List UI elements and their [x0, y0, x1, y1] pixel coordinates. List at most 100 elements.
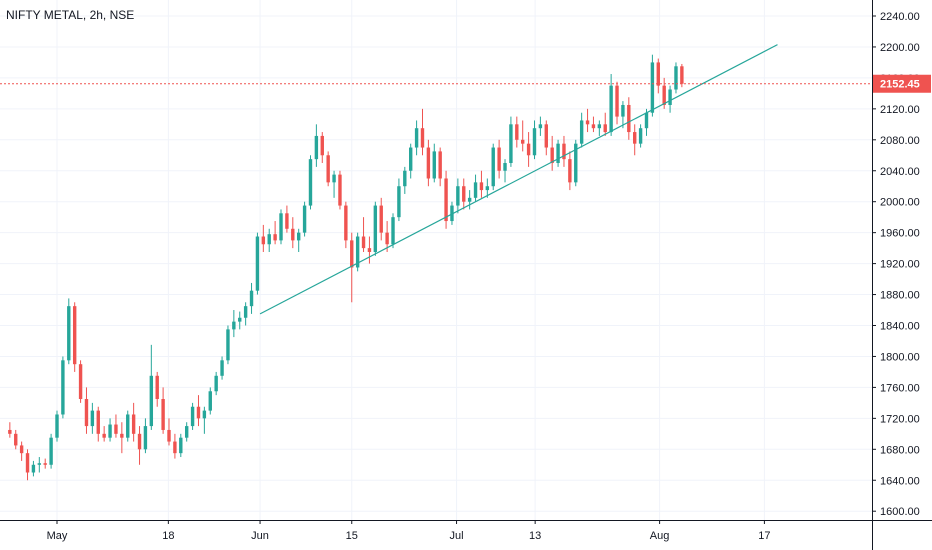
- candle: [243, 302, 248, 326]
- x-tick-label: 13: [529, 530, 541, 542]
- candle: [521, 120, 525, 152]
- candle: [96, 406, 100, 442]
- candle-body: [409, 147, 413, 171]
- candle-body: [155, 375, 159, 400]
- candle: [238, 311, 242, 330]
- y-tick-label: 2120.00: [880, 104, 920, 116]
- candle-body: [544, 124, 548, 148]
- x-tick-label: Jul: [450, 530, 464, 542]
- candle-body: [550, 147, 554, 164]
- candles: [8, 54, 684, 481]
- candle: [102, 426, 106, 442]
- candle: [72, 302, 77, 372]
- candle: [332, 170, 336, 198]
- candle: [314, 124, 319, 167]
- y-tick-label: 1760.00: [880, 382, 920, 394]
- candle: [285, 205, 289, 233]
- candle-body: [650, 62, 655, 113]
- candle: [8, 422, 12, 438]
- candle-body: [37, 463, 42, 465]
- candle: [574, 139, 578, 187]
- candle: [161, 387, 165, 434]
- candle: [179, 433, 183, 458]
- candle-body: [226, 329, 230, 361]
- candle-body: [414, 128, 419, 148]
- x-tick-label: Aug: [650, 530, 670, 542]
- candle-body: [61, 360, 65, 415]
- candle: [273, 221, 277, 245]
- candle-body: [644, 112, 649, 129]
- candle-body: [149, 375, 154, 427]
- candle-body: [49, 437, 53, 465]
- candle-body: [19, 445, 24, 454]
- candle-body: [249, 290, 254, 307]
- candle-body: [367, 248, 372, 252]
- candle: [84, 387, 89, 434]
- candle-body: [680, 66, 684, 84]
- candle: [267, 228, 271, 252]
- candle: [296, 228, 301, 252]
- candle: [656, 58, 660, 94]
- candle: [367, 236, 372, 264]
- candle: [414, 120, 419, 156]
- candle-body: [296, 232, 301, 241]
- candle-body: [444, 178, 448, 222]
- candle-body: [279, 213, 283, 241]
- trendline-layer: [259, 44, 778, 315]
- candle-body: [8, 429, 12, 434]
- candle: [379, 197, 383, 241]
- candle: [432, 143, 436, 183]
- x-tick-label: Jun: [251, 530, 269, 542]
- candle-body: [627, 104, 631, 133]
- candle-body: [273, 234, 277, 241]
- candle-body: [173, 441, 177, 454]
- candle: [467, 190, 472, 210]
- candle: [143, 418, 148, 454]
- y-tick-label: 1800.00: [880, 351, 920, 363]
- y-tick-label: 1680.00: [880, 444, 920, 456]
- candle-body: [43, 463, 47, 465]
- candle-body: [243, 306, 248, 318]
- last-price-tag: [873, 74, 931, 93]
- y-tick-label: 2000.00: [880, 197, 920, 209]
- candle: [403, 166, 407, 194]
- candle: [308, 155, 313, 210]
- y-tick-label: 2200.00: [880, 42, 920, 54]
- y-tick-label: 1600.00: [880, 506, 920, 518]
- candle-body: [521, 139, 525, 144]
- candle: [19, 441, 24, 461]
- candle-body: [196, 406, 201, 419]
- candle: [532, 120, 537, 160]
- candle: [638, 124, 643, 148]
- candle: [361, 217, 366, 252]
- candle: [37, 457, 42, 473]
- x-tick-label: 18: [162, 530, 174, 542]
- candle: [373, 201, 378, 256]
- candle: [61, 356, 65, 419]
- candle-body: [208, 391, 212, 411]
- candle-body: [179, 437, 183, 454]
- candle-body: [25, 453, 30, 473]
- candle-body: [456, 186, 460, 206]
- y-axis-ticks: 2240.002200.002160.002120.002080.002040.…: [872, 11, 920, 518]
- candle: [249, 282, 254, 314]
- candle-body: [184, 426, 189, 438]
- candle-body: [574, 143, 578, 183]
- candle-body: [202, 410, 207, 419]
- candle: [538, 116, 543, 136]
- candle: [426, 139, 431, 187]
- candle: [509, 116, 513, 167]
- candle: [131, 402, 136, 442]
- candle: [137, 426, 142, 465]
- candle-body: [621, 104, 625, 117]
- candle-body: [491, 147, 495, 187]
- candle-body: [232, 321, 236, 330]
- candle: [556, 139, 560, 167]
- y-tick-label: 1640.00: [880, 475, 920, 487]
- candle-body: [485, 186, 490, 191]
- candle-body: [350, 240, 354, 268]
- candle-body: [326, 155, 330, 183]
- candle-body: [361, 236, 366, 249]
